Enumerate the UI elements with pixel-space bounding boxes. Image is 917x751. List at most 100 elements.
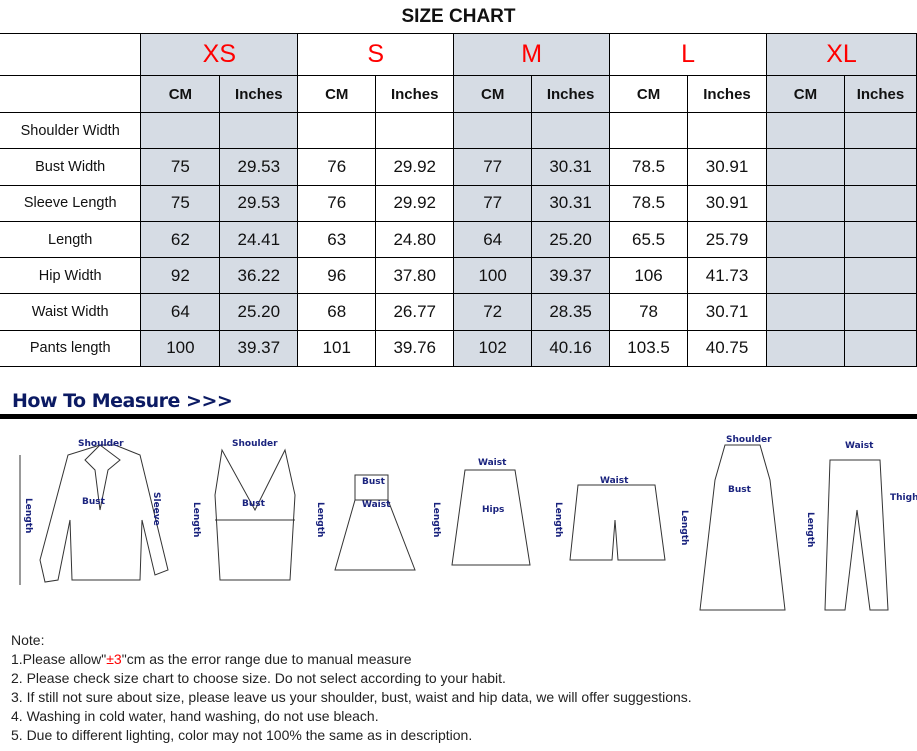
skirt-illustration: Waist Hips Length: [431, 458, 531, 566]
unit-header: CM: [765, 75, 845, 113]
table-cell: 28.35: [531, 293, 611, 331]
table-cell: 77: [453, 148, 533, 186]
table-cell: [375, 111, 455, 150]
table-cell: [765, 184, 845, 222]
table-cell: 29.53: [219, 184, 299, 222]
svg-text:Thigh: Thigh: [890, 493, 917, 503]
table-cell: [531, 111, 611, 150]
table-cell: 78.5: [609, 148, 689, 186]
svg-text:Length: Length: [553, 502, 563, 537]
svg-text:Waist: Waist: [600, 476, 629, 486]
table-row: Shoulder Width: [0, 111, 917, 150]
blank-cell: [0, 75, 142, 113]
note-4: 4. Washing in cold water, hand washing, …: [11, 708, 379, 724]
notes-heading: Note:: [11, 632, 45, 648]
table-cell: 29.53: [219, 148, 299, 186]
unit-header: CM: [453, 75, 533, 113]
table-cell: 30.91: [687, 148, 767, 186]
table-row: Waist Width 64 25.20 68 26.77 72 28.35 78 30.71: [0, 293, 917, 331]
table-cell: [765, 111, 845, 150]
size-header-xs: XS: [140, 33, 299, 76]
corner-cell: [0, 33, 142, 76]
unit-header: Inches: [531, 75, 611, 113]
table-cell: 26.77: [375, 293, 455, 331]
svg-text:Shoulder: Shoulder: [232, 439, 278, 449]
table-cell: 24.80: [375, 220, 455, 259]
table-cell: 76: [297, 184, 377, 222]
svg-text:Shoulder: Shoulder: [78, 439, 124, 449]
svg-text:Bust: Bust: [82, 497, 106, 507]
table-cell: [140, 111, 221, 150]
table-cell: 39.76: [375, 329, 455, 368]
table-cell: [765, 329, 845, 368]
svg-text:Shoulder: Shoulder: [726, 435, 772, 445]
table-cell: [843, 111, 917, 150]
table-cell: 78: [609, 293, 689, 331]
table-cell: [219, 111, 299, 150]
svg-text:Length: Length: [315, 502, 325, 537]
table-cell: 62: [140, 220, 221, 259]
unit-header: CM: [140, 75, 221, 113]
table-cell: 64: [453, 220, 533, 259]
page-title: SIZE CHART: [401, 6, 516, 27]
row-label: Shoulder Width: [0, 111, 142, 150]
table-cell: [765, 257, 845, 295]
table-cell: [843, 329, 917, 368]
table-cell: [843, 148, 917, 186]
table-cell: 78.5: [609, 184, 689, 222]
table-cell: 100: [453, 257, 533, 295]
shorts-illustration: Waist Length: [553, 476, 666, 561]
table-cell: 65.5: [609, 220, 689, 259]
table-cell: 101: [297, 329, 377, 368]
table-cell: [843, 257, 917, 295]
table-cell: 36.22: [219, 257, 299, 295]
table-cell: 68: [297, 293, 377, 331]
svg-text:Length: Length: [805, 512, 815, 547]
table-cell: 37.80: [375, 257, 455, 295]
table-cell: 39.37: [531, 257, 611, 295]
row-label: Hip Width: [0, 257, 142, 295]
table-cell: 40.16: [531, 329, 611, 368]
coat-illustration: Shoulder Bust Length: [679, 435, 786, 611]
note-5: 5. Due to different lighting, color may …: [11, 727, 473, 743]
size-header-l: L: [609, 33, 767, 76]
table-cell: 64: [140, 293, 221, 331]
table-cell: [843, 293, 917, 331]
table-cell: [609, 111, 689, 150]
table-row: Pants length 100 39.37 101 39.76 102 40.16 103.…: [0, 329, 917, 368]
table-cell: 30.71: [687, 293, 767, 331]
note-2: 2. Please check size chart to choose siz…: [11, 670, 506, 686]
unit-header: Inches: [375, 75, 455, 113]
svg-text:Length: Length: [23, 498, 33, 533]
svg-text:Waist: Waist: [362, 500, 391, 510]
table-cell: [453, 111, 533, 150]
svg-text:Length: Length: [431, 502, 441, 537]
svg-text:Hips: Hips: [482, 505, 504, 515]
table-cell: 25.20: [219, 293, 299, 331]
size-header-s: S: [297, 33, 455, 76]
table-row: Sleeve Length 75 29.53 76 29.92 77 30.31 78.5 30…: [0, 184, 917, 222]
unit-header: Inches: [219, 75, 299, 113]
table-cell: 75: [140, 148, 221, 186]
size-header-xl: XL: [765, 33, 917, 76]
measurement-illustrations: Shoulder Bust Length Sleeve Shoulder Bus…: [19, 435, 917, 611]
table-row: Bust Width 75 29.53 76 29.92 77 30.31 78.5 30.91: [0, 148, 917, 186]
row-label: Length: [0, 220, 142, 259]
size-header-m: M: [453, 33, 611, 76]
table-row: Length 62 24.41 63 24.80 64 25.20 65.5 25.79: [0, 220, 917, 259]
unit-header: Inches: [687, 75, 767, 113]
table-cell: [765, 220, 845, 259]
table-cell: 103.5: [609, 329, 689, 368]
tolerance-value: ±3: [106, 651, 122, 667]
table-cell: [843, 184, 917, 222]
svg-text:Waist: Waist: [845, 441, 874, 451]
table-cell: [843, 220, 917, 259]
divider: [0, 414, 917, 419]
svg-text:Bust: Bust: [728, 485, 752, 495]
how-to-measure-heading: How To Measure >>>: [12, 390, 233, 412]
row-label: Waist Width: [0, 293, 142, 331]
note-text: 1.Please allow": [11, 651, 107, 667]
table-cell: 25.20: [531, 220, 611, 259]
table-cell: 63: [297, 220, 377, 259]
table-cell: 30.31: [531, 148, 611, 186]
